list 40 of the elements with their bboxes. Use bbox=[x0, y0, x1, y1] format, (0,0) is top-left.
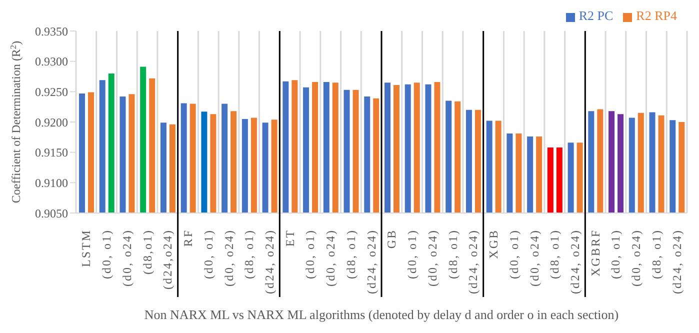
x-tick-label: ET bbox=[282, 229, 297, 247]
x-tick-label: (d8, o1) bbox=[446, 229, 460, 279]
x-tick-label: (d8, o1) bbox=[344, 229, 358, 279]
legend-label: R2 RP4 bbox=[636, 8, 677, 23]
y-tick-label: 0.9350 bbox=[35, 24, 68, 38]
x-tick-label: (d0, o24) bbox=[629, 229, 644, 286]
x-tick-label: (d0, o24) bbox=[527, 229, 542, 286]
x-tick-label: (d0, o24) bbox=[222, 229, 236, 286]
y-tick-label: 0.9150 bbox=[35, 146, 68, 160]
y-tick-label: 0.9050 bbox=[35, 206, 68, 220]
y-tick-label: 0.9250 bbox=[35, 84, 68, 99]
x-tick-label: RF bbox=[181, 229, 196, 247]
x-tick-label: (d24, o24) bbox=[364, 229, 378, 294]
x-tick-label: (d8, o1) bbox=[242, 229, 256, 279]
x-tick-label: (d24,o24) bbox=[160, 229, 175, 290]
x-tick-label: (d0, o24) bbox=[324, 229, 338, 286]
x-tick-label: (d8, o1) bbox=[548, 229, 562, 279]
x-tick-label: XGBRF bbox=[588, 229, 602, 277]
x-axis-title: Non NARX ML vs NARX ML algorithms (denoted by delay d and order o in each section) bbox=[144, 307, 619, 322]
x-tick-label: (d0, o1) bbox=[201, 229, 216, 279]
x-tick-label: (d8,o1) bbox=[140, 229, 154, 274]
x-tick-label: (d24, o24) bbox=[466, 229, 480, 294]
x-tick-label: (d8, o1) bbox=[649, 229, 664, 279]
y-tick-label: 0.9200 bbox=[35, 115, 68, 130]
y-tick-label: 0.9300 bbox=[35, 54, 68, 69]
x-tick-label: (d24, o24) bbox=[262, 229, 276, 294]
x-tick-label: GB bbox=[384, 229, 399, 249]
x-tick-label: (d24, o24) bbox=[568, 229, 582, 294]
x-tick-label: (d0, o1) bbox=[100, 229, 114, 279]
x-tick-label: (d0, o24) bbox=[425, 229, 440, 286]
x-tick-label: XGB bbox=[486, 229, 501, 259]
x-tick-label: (d0, o1) bbox=[608, 229, 623, 279]
legend-label: R2 PC bbox=[578, 8, 614, 23]
x-tick-label: (d0, o24) bbox=[120, 229, 134, 286]
y-tick-label: 0.9100 bbox=[35, 176, 68, 190]
x-tick-label: (d0, o1) bbox=[303, 229, 318, 279]
x-tick-label: LSTM bbox=[79, 229, 94, 268]
x-tick-label: (d24, o24) bbox=[670, 229, 684, 294]
x-tick-label: (d0, o1) bbox=[405, 229, 420, 279]
x-tick-label: (d0, o1) bbox=[506, 229, 521, 279]
